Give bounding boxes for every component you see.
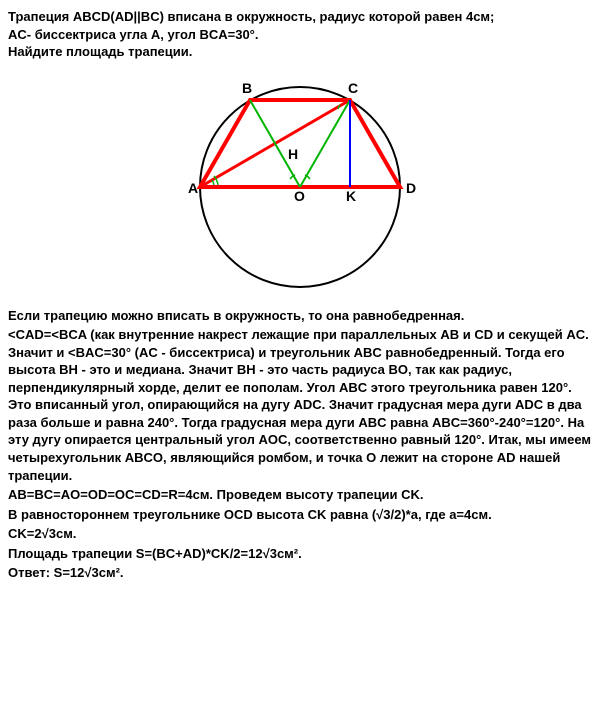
problem-statement: Трапеция ABCD(AD||BC) вписана в окружнос… xyxy=(8,8,592,61)
problem-line1: Трапеция ABCD(AD||BC) вписана в окружнос… xyxy=(8,8,592,26)
label-d: D xyxy=(406,180,416,196)
solution-p4: В равностороннем треугольнике OCD высота… xyxy=(8,506,592,524)
solution-p3: AB=BC=AO=OD=OC=CD=R=4см. Проведем высоту… xyxy=(8,486,592,504)
problem-line3: Найдите площадь трапеции. xyxy=(8,43,592,61)
solution-p2: <CAD=<BCA (как внутренние накрест лежащи… xyxy=(8,326,592,484)
label-h: H xyxy=(288,146,298,162)
problem-line2: AC- биссектриса угла A, угол BCA=30°. xyxy=(8,26,592,44)
label-a: A xyxy=(188,180,198,196)
solution-p1: Если трапецию можно вписать в окружность… xyxy=(8,307,592,325)
label-k: K xyxy=(346,188,356,204)
geometry-figure: A B C D O H K xyxy=(150,67,450,297)
solution-block: Если трапецию можно вписать в окружность… xyxy=(8,307,592,582)
line-bo xyxy=(250,100,300,187)
solution-p6: Площадь трапеции S=(BC+AD)*CK/2=12√3см². xyxy=(8,545,592,563)
label-o: O xyxy=(294,188,305,204)
solution-p7: Ответ: S=12√3см². xyxy=(8,564,592,582)
label-c: C xyxy=(348,80,358,96)
solution-p5: CK=2√3см. xyxy=(8,525,592,543)
trapezoid-abcd xyxy=(200,100,400,187)
label-b: B xyxy=(242,80,252,96)
